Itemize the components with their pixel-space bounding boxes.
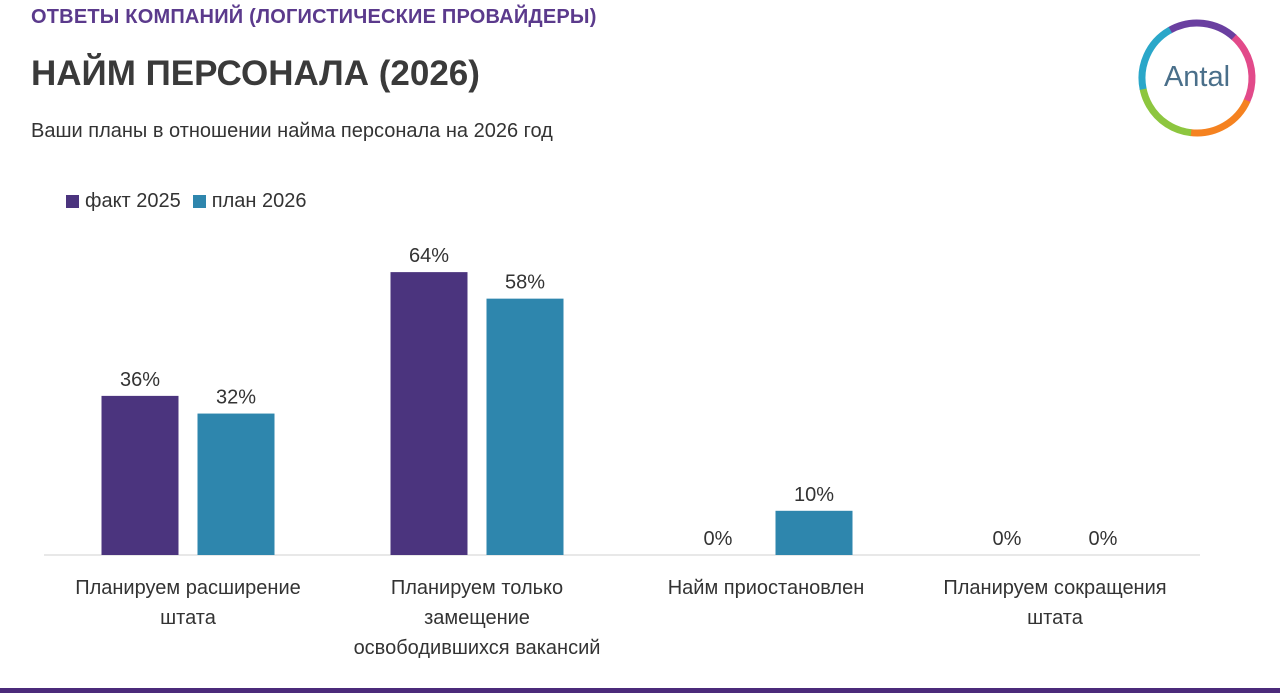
data-label-fact-2025-3: 0% <box>993 528 1022 550</box>
legend-item-plan-2026: план 2026 <box>192 190 307 213</box>
page-title: НАЙМ ПЕРСОНАЛА (2026) <box>31 54 480 93</box>
data-label-fact-2025-2: 0% <box>704 528 733 550</box>
logo-text: Antal <box>1164 61 1230 93</box>
logo-ring-segment <box>1138 19 1256 137</box>
legend-label-fact-2025: факт 2025 <box>85 190 181 212</box>
logo-ring-segment <box>1138 19 1256 137</box>
legend-swatch-fact-2025 <box>66 195 79 208</box>
legend-item-fact-2025: факт 2025 <box>66 190 181 213</box>
logo-ring-segment <box>1138 19 1256 137</box>
page-subtitle: Ваши планы в отношении найма персонала н… <box>31 120 553 142</box>
bar-plan-2026-1 <box>486 298 564 555</box>
data-label-fact-2025-0: 36% <box>120 369 160 391</box>
data-label-plan-2026-3: 0% <box>1089 528 1118 550</box>
data-label-plan-2026-1: 58% <box>505 272 545 294</box>
section-title: ОТВЕТЫ КОМПАНИЙ (ЛОГИСТИЧЕСКИЕ ПРОВАЙДЕР… <box>31 6 597 28</box>
category-label-1: Планируем только замещение освободившихся … <box>354 577 601 659</box>
category-label-2: Найм приостановлен <box>668 577 865 599</box>
category-label-0: Планируем расширение штата <box>75 577 301 629</box>
bar-fact-2025-0 <box>101 395 179 555</box>
antal-logo: Antal <box>1138 19 1256 137</box>
bar-fact-2025-1 <box>390 272 468 555</box>
bottom-accent-bar <box>0 688 1280 693</box>
bar-plan-2026-0 <box>197 413 275 555</box>
data-label-plan-2026-0: 32% <box>216 387 256 409</box>
logo-ring-segment <box>1138 19 1256 137</box>
category-label-3: Планируем сокращения штата <box>943 577 1166 629</box>
data-label-fact-2025-1: 64% <box>409 245 449 267</box>
legend-swatch-plan-2026 <box>192 195 206 208</box>
chart-legend: факт 2025 план 2026 <box>66 190 306 213</box>
legend-label-plan-2026: план 2026 <box>211 190 307 212</box>
data-label-plan-2026-2: 10% <box>794 484 834 506</box>
bar-plan-2026-2 <box>775 510 853 555</box>
